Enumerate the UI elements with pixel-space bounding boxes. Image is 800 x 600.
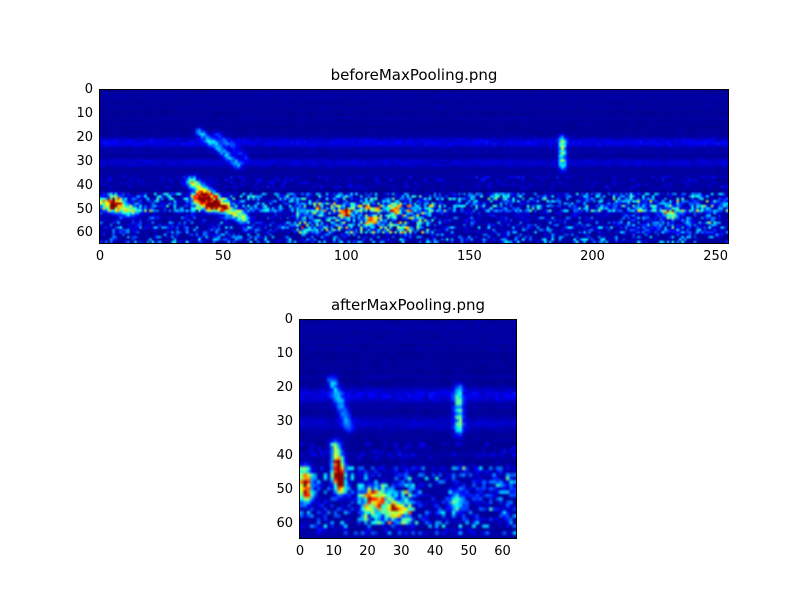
y-tick-label: 40 (76, 177, 93, 193)
y-tick-label: 10 (76, 105, 93, 121)
y-tick-label: 30 (76, 153, 93, 169)
y-tick-label: 0 (284, 312, 293, 327)
x-tick-label: 0 (95, 249, 105, 264)
after-maxpooling-axes (299, 319, 517, 539)
x-tick-label: 100 (333, 249, 359, 264)
y-tick-label: 20 (276, 380, 293, 396)
x-tick-label: 60 (494, 544, 511, 559)
x-tick-label: 50 (214, 249, 232, 264)
x-tick-label: 20 (359, 544, 376, 559)
y-tick-label: 20 (76, 129, 93, 145)
after-maxpooling-title: afterMaxPooling.png (330, 296, 486, 314)
y-tick-label: 40 (276, 448, 293, 464)
x-tick-label: 40 (426, 544, 444, 559)
x-tick-label: 10 (325, 544, 343, 559)
y-tick-label: 60 (76, 225, 93, 241)
after-maxpooling-heatmap-image (300, 320, 516, 538)
y-tick-label: 50 (276, 482, 293, 498)
x-tick-label: 30 (392, 544, 410, 559)
y-tick-label: 50 (76, 201, 93, 217)
before-maxpooling-heatmap-image (100, 90, 728, 243)
x-tick-label: 50 (460, 544, 478, 559)
before-maxpooling-title: beforeMaxPooling.png (330, 66, 498, 84)
y-tick-label: 10 (276, 346, 293, 362)
y-tick-label: 60 (276, 516, 293, 532)
x-tick-label: 250 (703, 249, 729, 264)
x-tick-label: 0 (295, 544, 305, 559)
x-tick-label: 200 (580, 249, 605, 264)
before-maxpooling-axes (99, 89, 729, 244)
y-tick-label: 0 (84, 82, 93, 97)
x-tick-label: 150 (456, 249, 482, 264)
y-tick-label: 30 (276, 414, 293, 430)
